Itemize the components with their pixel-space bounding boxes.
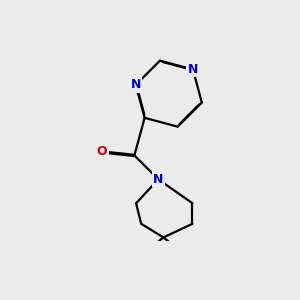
Text: N: N (153, 173, 164, 186)
Text: O: O (97, 146, 107, 158)
Text: O: O (175, 298, 186, 300)
Text: N: N (130, 78, 141, 91)
Text: N: N (188, 63, 198, 76)
